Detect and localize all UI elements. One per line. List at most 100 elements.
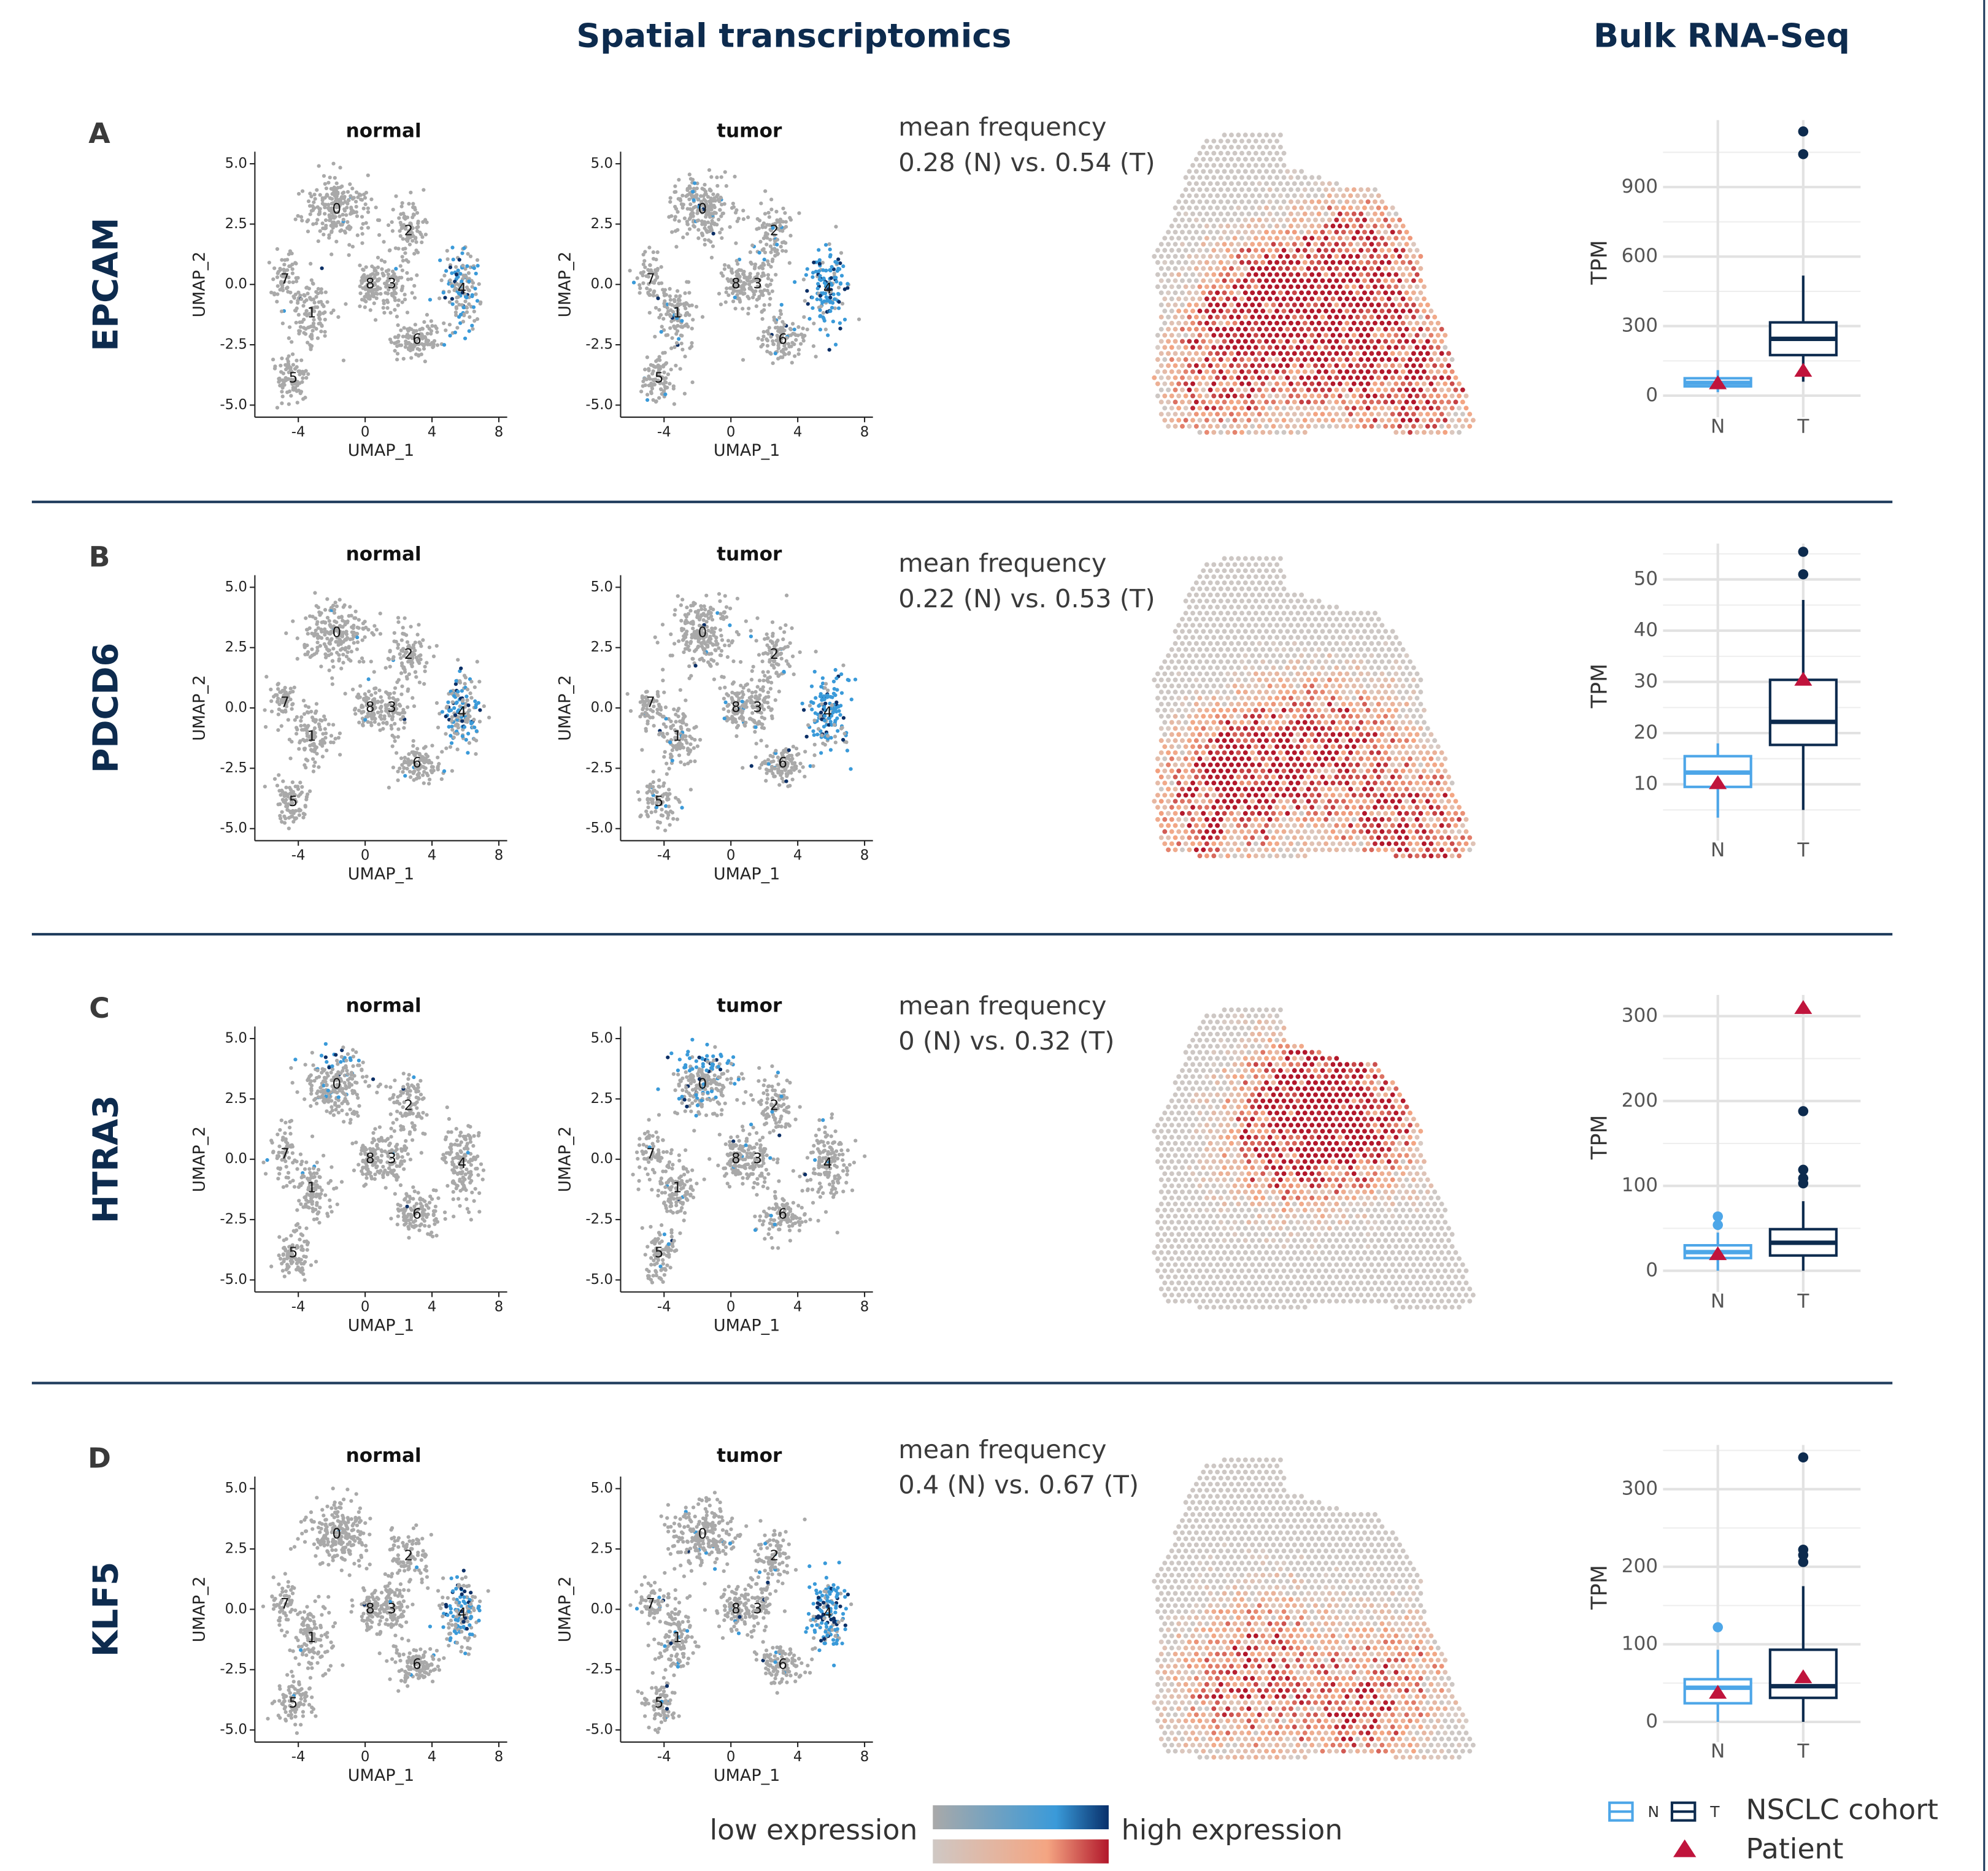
umap-point: [355, 205, 358, 209]
spot: [1180, 351, 1185, 356]
umap-point: [803, 299, 807, 302]
spot: [1250, 388, 1255, 393]
spot: [1260, 224, 1265, 229]
umap-point: [720, 271, 723, 275]
umap-point: [779, 309, 782, 313]
spot: [1373, 187, 1377, 192]
umap-point: [287, 402, 291, 406]
spot: [1460, 412, 1465, 417]
spot: [1278, 327, 1283, 332]
spot: [1184, 212, 1189, 217]
umap-point: [446, 701, 450, 704]
umap-point: [692, 198, 696, 202]
spot: [1282, 163, 1287, 168]
spot: [1190, 369, 1195, 374]
spot: [1348, 302, 1353, 307]
spot: [1184, 236, 1189, 240]
spot: [1439, 375, 1444, 380]
y-tick-label: -2.5: [220, 337, 247, 353]
umap-point: [838, 321, 842, 325]
umap-point: [730, 206, 734, 210]
umap-point: [314, 197, 317, 201]
spot: [1173, 229, 1178, 234]
umap-point: [719, 617, 723, 620]
umap-point: [424, 232, 428, 236]
spot: [1303, 284, 1308, 289]
spot: [1211, 430, 1216, 435]
umap-point: [663, 288, 667, 291]
umap-point: [396, 352, 399, 356]
spot: [1246, 260, 1251, 265]
umap-point: [799, 342, 803, 345]
spot: [1376, 315, 1381, 320]
spot: [1208, 424, 1213, 429]
spot: [1397, 399, 1402, 404]
spot: [1282, 175, 1287, 180]
spot: [1274, 212, 1279, 217]
spot: [1222, 302, 1227, 307]
umap-point: [328, 669, 331, 672]
spot: [1397, 218, 1402, 223]
spot: [1236, 363, 1241, 368]
umap-point: [377, 723, 380, 726]
umap-point: [323, 718, 327, 721]
umap-point: [840, 274, 844, 277]
umap-point: [766, 344, 769, 348]
spot: [1369, 302, 1374, 307]
spot: [1428, 382, 1433, 386]
spot: [1401, 357, 1406, 362]
spot: [1278, 279, 1283, 283]
spot: [1397, 242, 1402, 247]
spot: [1344, 260, 1349, 265]
spot: [1355, 327, 1360, 332]
spot: [1176, 321, 1181, 326]
spot: [1208, 266, 1213, 271]
spot: [1155, 394, 1160, 399]
spot: [1383, 229, 1388, 234]
umap-point: [309, 346, 312, 350]
umap-point: [385, 269, 388, 273]
umap-point: [834, 343, 838, 347]
umap-point: [716, 193, 720, 197]
umap-point: [711, 618, 714, 621]
spot: [1313, 315, 1318, 320]
spot: [1257, 242, 1262, 247]
spot: [1443, 430, 1447, 435]
spot: [1271, 133, 1276, 137]
umap-point: [282, 263, 286, 266]
umap-point: [314, 629, 318, 632]
spot: [1306, 302, 1311, 307]
spot: [1334, 375, 1339, 380]
spot: [1268, 418, 1273, 423]
spot: [1303, 309, 1308, 313]
umap-point: [355, 210, 358, 214]
spot: [1373, 199, 1377, 204]
umap-point: [328, 215, 331, 219]
spot: [1285, 242, 1290, 247]
spot: [1169, 224, 1174, 229]
umap-point: [679, 367, 682, 371]
umap-point: [769, 335, 772, 339]
umap-point: [720, 202, 723, 206]
umap-point: [360, 711, 363, 715]
spot: [1190, 333, 1195, 338]
spot: [1194, 206, 1199, 210]
spot: [1257, 315, 1262, 320]
umap-point: [414, 323, 417, 326]
spot: [1292, 424, 1297, 429]
spot: [1211, 236, 1216, 240]
spot: [1327, 181, 1332, 186]
spot: [1411, 254, 1416, 259]
spot: [1222, 254, 1227, 259]
umap-point: [457, 269, 460, 272]
umap-point: [656, 250, 660, 254]
spot: [1408, 345, 1412, 350]
umap-point: [459, 313, 463, 317]
spot: [1327, 424, 1332, 429]
spot: [1327, 254, 1332, 259]
cluster-label: 1: [307, 305, 317, 321]
umap-point: [725, 184, 728, 188]
umap-point: [723, 644, 726, 647]
umap-point: [297, 192, 301, 196]
umap-point: [717, 592, 721, 596]
